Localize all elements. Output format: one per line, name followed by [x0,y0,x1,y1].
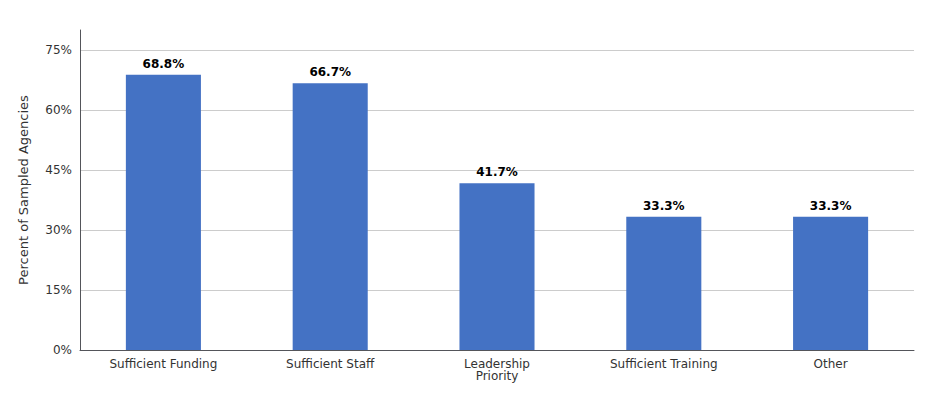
svg-text:Leadership: Leadership [464,357,530,371]
svg-text:15%: 15% [45,283,72,297]
svg-text:33.3%: 33.3% [810,199,852,213]
svg-text:66.7%: 66.7% [309,65,351,79]
svg-text:Percent of Sampled Agencies: Percent of Sampled Agencies [16,95,31,285]
svg-text:30%: 30% [45,223,72,237]
svg-text:60%: 60% [45,103,72,117]
svg-text:33.3%: 33.3% [643,199,685,213]
svg-text:45%: 45% [45,163,72,177]
svg-text:68.8%: 68.8% [143,57,185,71]
svg-text:Sufficient Funding: Sufficient Funding [109,357,217,371]
svg-text:75%: 75% [45,43,72,57]
svg-text:Sufficient Staff: Sufficient Staff [286,357,375,371]
svg-text:Priority: Priority [476,369,519,383]
svg-text:0%: 0% [53,343,72,357]
svg-text:Sufficient Training: Sufficient Training [610,357,718,371]
svg-text:Other: Other [814,357,848,371]
svg-text:41.7%: 41.7% [476,165,518,179]
